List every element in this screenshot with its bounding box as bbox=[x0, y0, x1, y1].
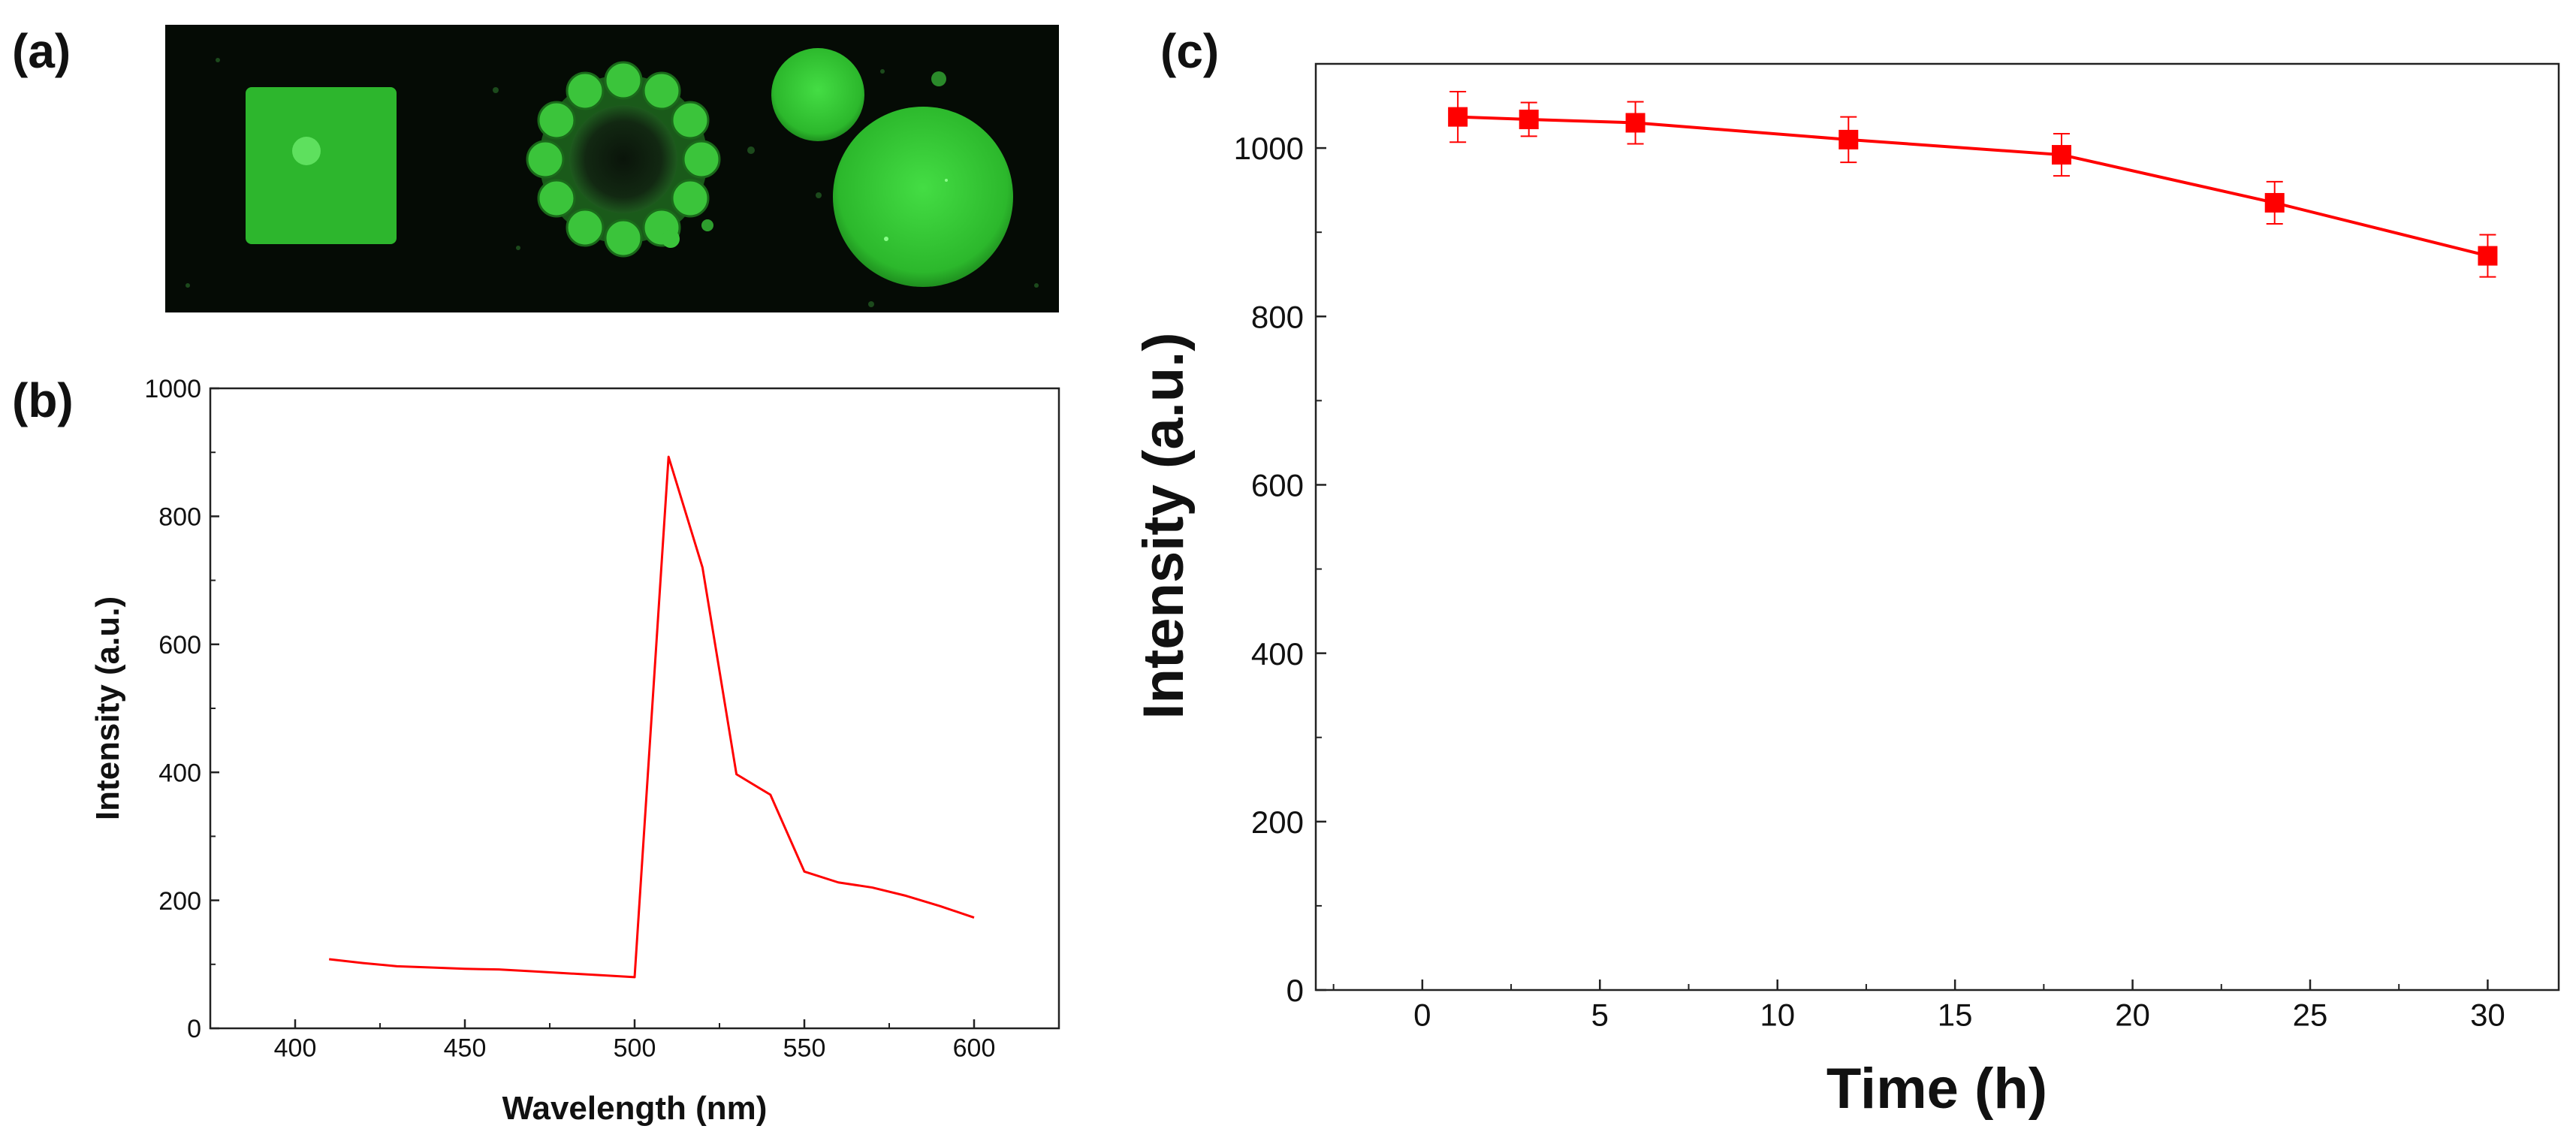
y-tick-label: 400 bbox=[1251, 636, 1304, 672]
chart-c-series bbox=[1448, 90, 2498, 278]
y-tick-label: 1000 bbox=[1234, 131, 1304, 166]
y-tick-label: 200 bbox=[1251, 804, 1304, 840]
series-line bbox=[329, 455, 975, 979]
y-tick-label: 600 bbox=[158, 631, 201, 660]
y-tick-label: 800 bbox=[1251, 299, 1304, 334]
chart-b-series bbox=[329, 455, 975, 979]
data-point bbox=[2052, 145, 2071, 165]
panel-label-a: (a) bbox=[12, 24, 71, 78]
y-tick-label: 0 bbox=[187, 1015, 201, 1043]
series-line bbox=[1458, 115, 2488, 258]
data-point bbox=[2478, 246, 2498, 266]
chart-c-x-axis-title: Time (h) bbox=[1826, 1057, 2047, 1121]
x-tick-label: 10 bbox=[1760, 998, 1795, 1033]
x-tick-label: 15 bbox=[1938, 998, 1973, 1033]
chart-c-y-axis-title: Intensity (a.u.) bbox=[1132, 332, 1196, 719]
micrograph-dust bbox=[186, 58, 1039, 307]
x-tick-label: 25 bbox=[2293, 998, 2328, 1033]
chart-c-frame bbox=[1314, 62, 2560, 992]
x-tick-label: 5 bbox=[1591, 998, 1609, 1033]
x-tick-label: 400 bbox=[274, 1034, 317, 1063]
micrograph-small-sphere bbox=[771, 48, 864, 141]
data-point bbox=[1448, 107, 1468, 127]
micrograph bbox=[165, 25, 1059, 312]
chart-c-x-ticks: 0 5 10 15 20 25 30 bbox=[1332, 979, 2505, 1033]
micrograph-large-sphere bbox=[833, 107, 1013, 287]
y-tick-label: 0 bbox=[1286, 973, 1304, 1008]
panel-label-c: (c) bbox=[1160, 24, 1219, 78]
x-tick-label: 30 bbox=[2470, 998, 2505, 1033]
y-tick-label: 800 bbox=[158, 503, 201, 532]
chart-b-x-ticks: 400 450 500 550 600 bbox=[210, 1019, 1060, 1063]
y-tick-label: 200 bbox=[158, 887, 201, 916]
chart-c-y-ticks: 0 200 400 600 800 1000 bbox=[1234, 131, 1326, 1008]
x-tick-label: 0 bbox=[1413, 998, 1431, 1033]
x-tick-label: 20 bbox=[2115, 998, 2150, 1033]
chart-b-y-axis-title: Intensity (a.u.) bbox=[89, 596, 126, 820]
y-tick-label: 1000 bbox=[144, 375, 201, 403]
x-tick-label: 550 bbox=[783, 1034, 826, 1063]
data-point bbox=[1838, 129, 1859, 149]
micrograph-ring bbox=[526, 61, 721, 258]
x-tick-label: 500 bbox=[614, 1034, 656, 1063]
y-tick-label: 600 bbox=[1251, 468, 1304, 503]
chart-b-y-ticks: 0 200 400 600 800 1000 bbox=[144, 375, 219, 1043]
chart-b-frame bbox=[209, 387, 1060, 1030]
chart-b-x-axis-title: Wavelength (nm) bbox=[502, 1090, 768, 1127]
micrograph-square bbox=[246, 87, 397, 244]
chart-b: 0 200 400 600 800 1000 400 450 500 550 600 Wavele… bbox=[89, 375, 1060, 1127]
y-tick-label: 400 bbox=[158, 759, 201, 787]
data-point bbox=[1519, 109, 1539, 129]
x-tick-label: 600 bbox=[953, 1034, 996, 1063]
micrograph-square-spot bbox=[292, 137, 321, 165]
x-tick-label: 450 bbox=[444, 1034, 487, 1063]
data-point bbox=[2264, 192, 2285, 213]
data-point bbox=[1625, 113, 1645, 133]
panel-label-b: (b) bbox=[12, 373, 74, 427]
